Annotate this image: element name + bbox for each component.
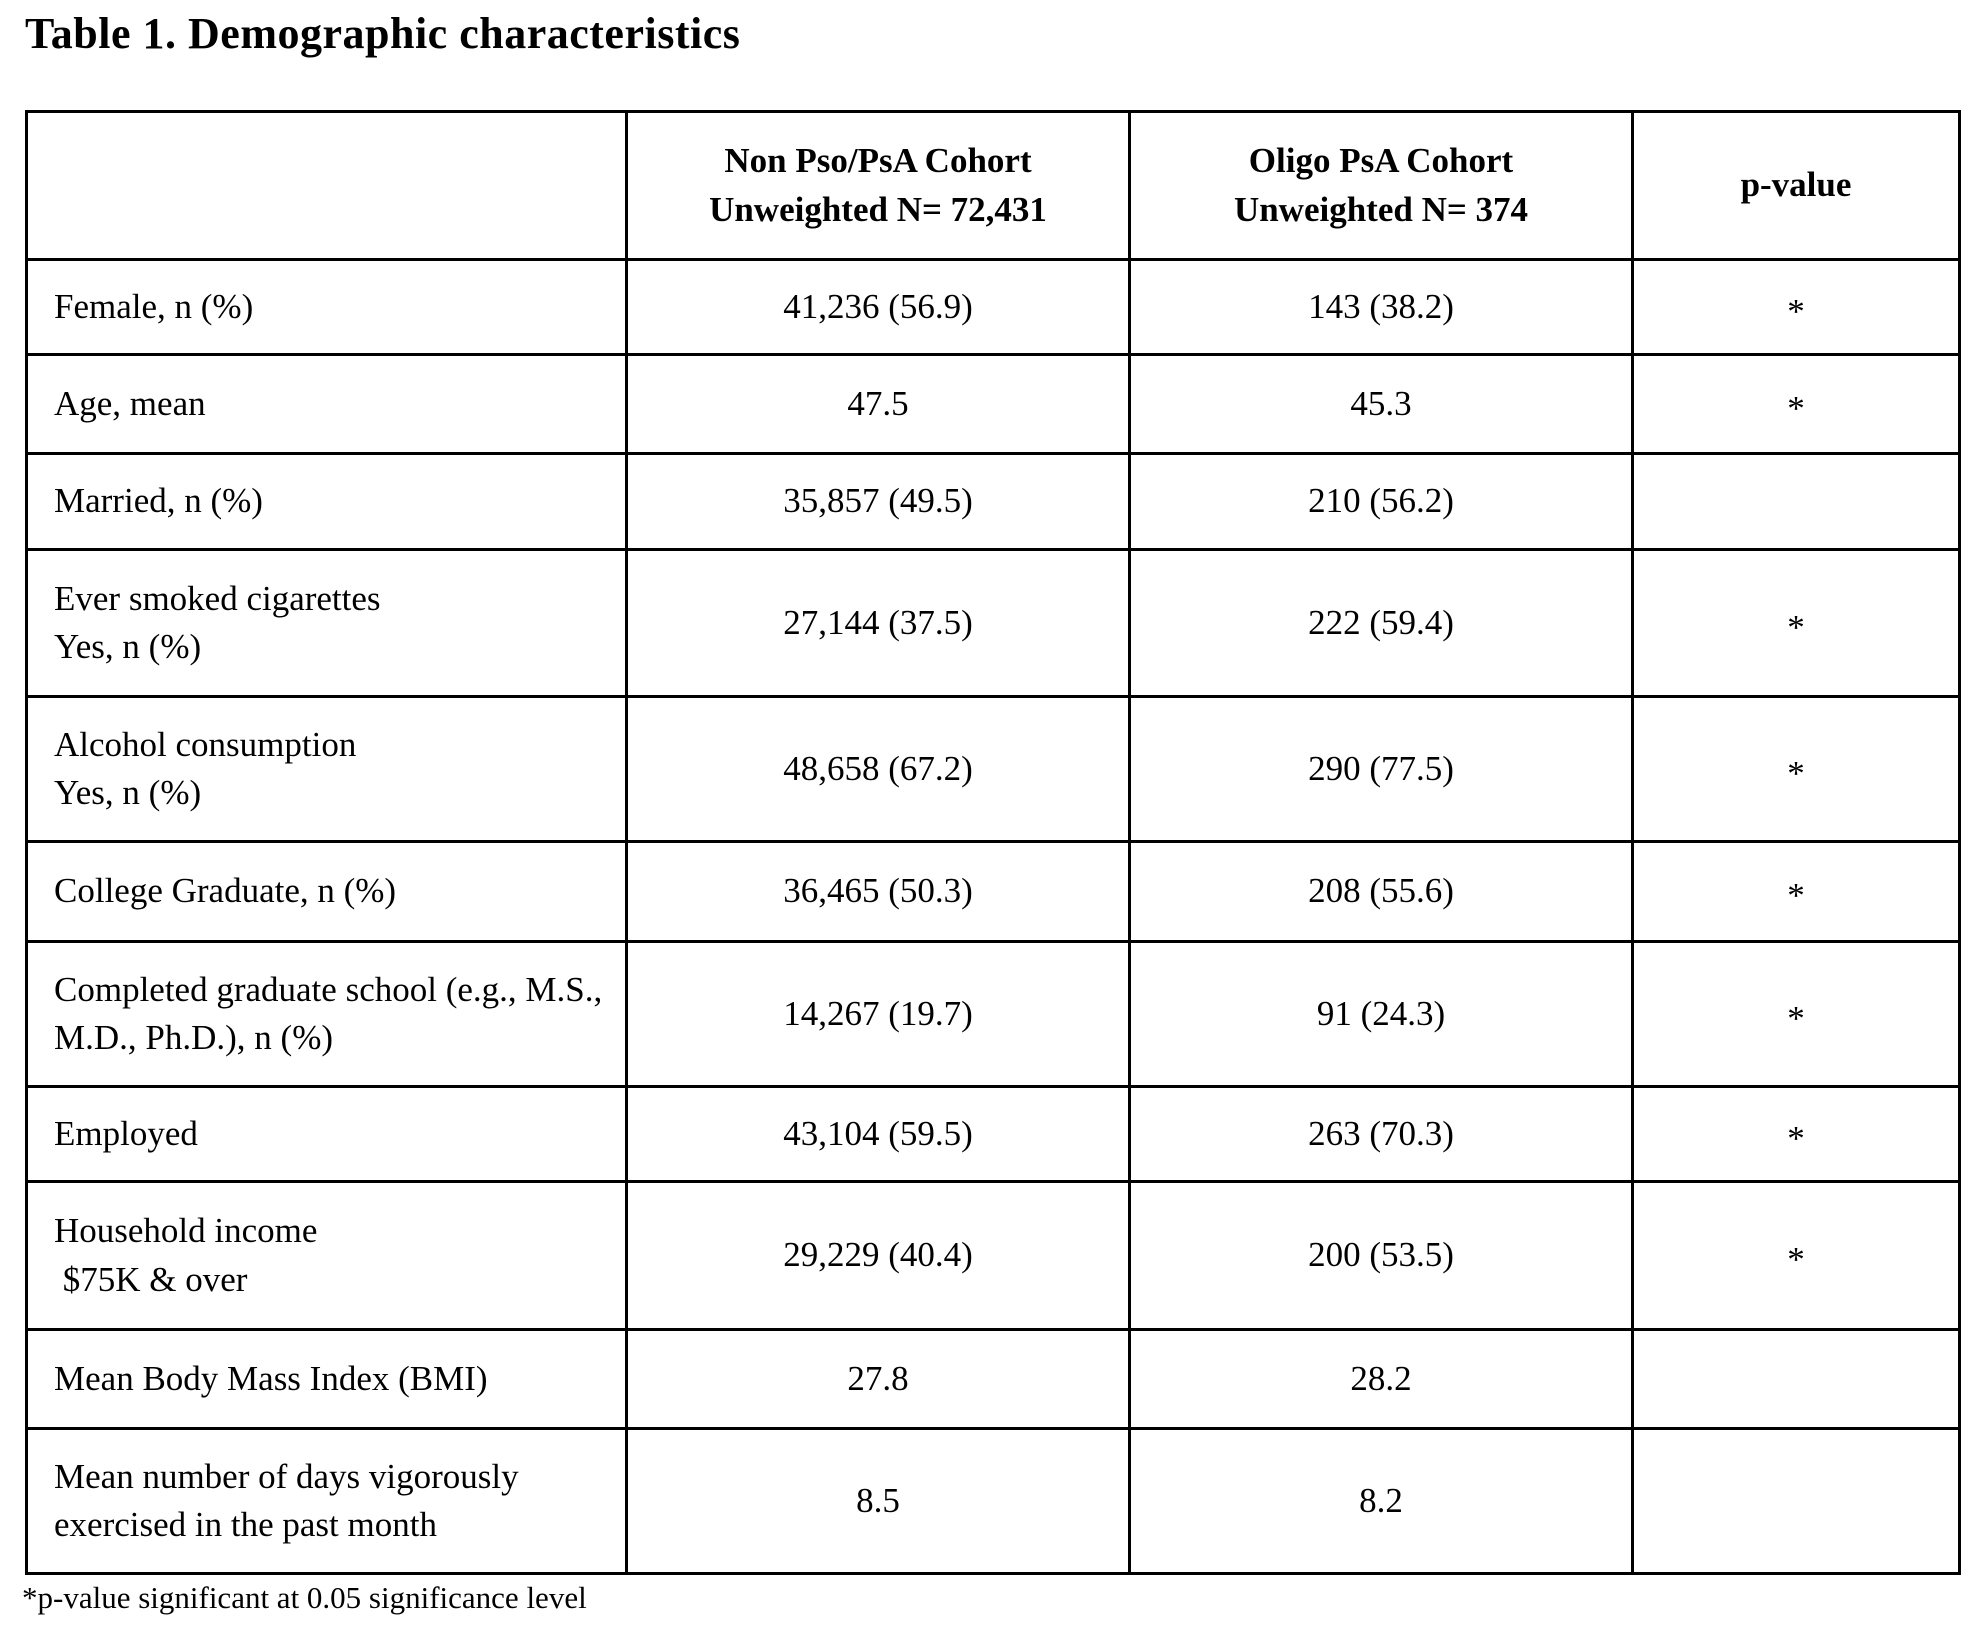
p-value-cell: *: [1631, 695, 1961, 843]
oligo-value: 45.3: [1128, 353, 1634, 455]
p-value-cell: *: [1631, 940, 1961, 1088]
row-label: Mean Body Mass Index (BMI): [25, 1328, 628, 1430]
significance-asterisk: *: [1787, 876, 1805, 916]
non-pso-value: 14,267 (19.7): [625, 940, 1131, 1088]
non-pso-value: 29,229 (40.4): [625, 1180, 1131, 1331]
oligo-value: 208 (55.6): [1128, 840, 1634, 943]
significance-asterisk: *: [1787, 1118, 1805, 1158]
row-label: Female, n (%): [25, 258, 628, 356]
table-row-vigorous-exercise: Mean number of days vigorously exercised…: [25, 1427, 1961, 1575]
p-value-cell: *: [1631, 1085, 1961, 1183]
oligo-value: 290 (77.5): [1128, 695, 1634, 843]
header-row: Non Pso/PsA Cohort Unweighted N= 72,431 …: [25, 110, 1961, 261]
demographics-table: Non Pso/PsA Cohort Unweighted N= 72,431 …: [25, 110, 1961, 1575]
row-label: Mean number of days vigorously exercised…: [25, 1427, 628, 1575]
table-row-college-graduate: College Graduate, n (%) 36,465 (50.3) 20…: [25, 840, 1961, 943]
non-pso-value: 41,236 (56.9): [625, 258, 1131, 356]
non-pso-value: 43,104 (59.5): [625, 1085, 1131, 1183]
p-value-cell: *: [1631, 258, 1961, 356]
row-label: Age, mean: [25, 353, 628, 455]
row-label: Employed: [25, 1085, 628, 1183]
non-pso-value: 48,658 (67.2): [625, 695, 1131, 843]
oligo-value: 263 (70.3): [1128, 1085, 1634, 1183]
non-pso-value: 8.5: [625, 1427, 1131, 1575]
row-label: Completed graduate school (e.g., M.S., M…: [25, 940, 628, 1088]
row-label: Alcohol consumption Yes, n (%): [25, 695, 628, 843]
p-value-cell: [1631, 452, 1961, 551]
table-caption: Table 1. Demographic characteristics: [25, 9, 741, 58]
row-label: Household income $75K & over: [25, 1180, 628, 1331]
table-row-bmi: Mean Body Mass Index (BMI) 27.8 28.2: [25, 1328, 1961, 1430]
p-value-cell: [1631, 1328, 1961, 1430]
significance-asterisk: *: [1787, 388, 1805, 428]
oligo-value: 222 (59.4): [1128, 548, 1634, 698]
row-label: College Graduate, n (%): [25, 840, 628, 943]
significance-asterisk: *: [1787, 1240, 1805, 1280]
table-row-ever-smoked: Ever smoked cigarettes Yes, n (%) 27,144…: [25, 548, 1961, 698]
table-row-married: Married, n (%) 35,857 (49.5) 210 (56.2): [25, 452, 1961, 551]
oligo-value: 143 (38.2): [1128, 258, 1634, 356]
non-pso-value: 47.5: [625, 353, 1131, 455]
oligo-value: 210 (56.2): [1128, 452, 1634, 551]
significance-footnote: *p-value significant at 0.05 significanc…: [22, 1580, 587, 1615]
non-pso-value: 36,465 (50.3): [625, 840, 1131, 943]
significance-asterisk: *: [1787, 998, 1805, 1038]
non-pso-value: 27.8: [625, 1328, 1131, 1430]
p-value-cell: *: [1631, 353, 1961, 455]
table-row-graduate-school: Completed graduate school (e.g., M.S., M…: [25, 940, 1961, 1088]
header-cell-non-pso-cohort: Non Pso/PsA Cohort Unweighted N= 72,431: [625, 110, 1131, 261]
header-cell-oligo-psa-cohort: Oligo PsA Cohort Unweighted N= 374: [1128, 110, 1634, 261]
non-pso-value: 27,144 (37.5): [625, 548, 1131, 698]
significance-asterisk: *: [1787, 607, 1805, 647]
header-cell-empty: [25, 110, 628, 261]
p-value-cell: *: [1631, 840, 1961, 943]
p-value-cell: *: [1631, 1180, 1961, 1331]
table-row-household-income: Household income $75K & over 29,229 (40.…: [25, 1180, 1961, 1331]
table-row-female: Female, n (%) 41,236 (56.9) 143 (38.2) *: [25, 258, 1961, 356]
oligo-value: 200 (53.5): [1128, 1180, 1634, 1331]
oligo-value: 8.2: [1128, 1427, 1634, 1575]
oligo-value: 91 (24.3): [1128, 940, 1634, 1088]
non-pso-value: 35,857 (49.5): [625, 452, 1131, 551]
row-label: Married, n (%): [25, 452, 628, 551]
oligo-value: 28.2: [1128, 1328, 1634, 1430]
p-value-cell: *: [1631, 548, 1961, 698]
significance-asterisk: *: [1787, 753, 1805, 793]
table-row-age: Age, mean 47.5 45.3 *: [25, 353, 1961, 455]
p-value-cell: [1631, 1427, 1961, 1575]
row-label: Ever smoked cigarettes Yes, n (%): [25, 548, 628, 698]
significance-asterisk: *: [1787, 291, 1805, 331]
header-cell-p-value: p-value: [1631, 110, 1961, 261]
table-row-alcohol: Alcohol consumption Yes, n (%) 48,658 (6…: [25, 695, 1961, 843]
table-row-employed: Employed 43,104 (59.5) 263 (70.3) *: [25, 1085, 1961, 1183]
